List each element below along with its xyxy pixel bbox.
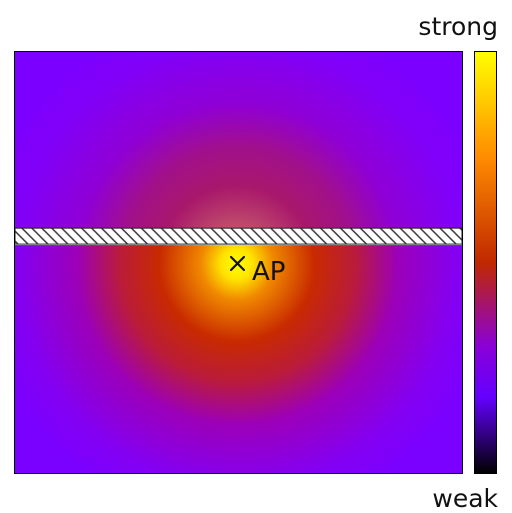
wall-attenuation-overlay (15, 52, 462, 232)
colorbar-bottom-label: weak (432, 484, 498, 513)
colorbar-gradient (475, 52, 496, 473)
heatmap-upper-region (15, 52, 462, 232)
heatmap-lower-region (15, 245, 462, 473)
access-point-label: AP (252, 257, 286, 287)
colorbar-top-label: strong (418, 12, 498, 41)
heatmap-graphic (15, 52, 462, 473)
x-mark-icon (229, 255, 246, 272)
wall (15, 227, 462, 245)
signal-heatmap (14, 51, 463, 474)
colorbar (474, 51, 497, 474)
